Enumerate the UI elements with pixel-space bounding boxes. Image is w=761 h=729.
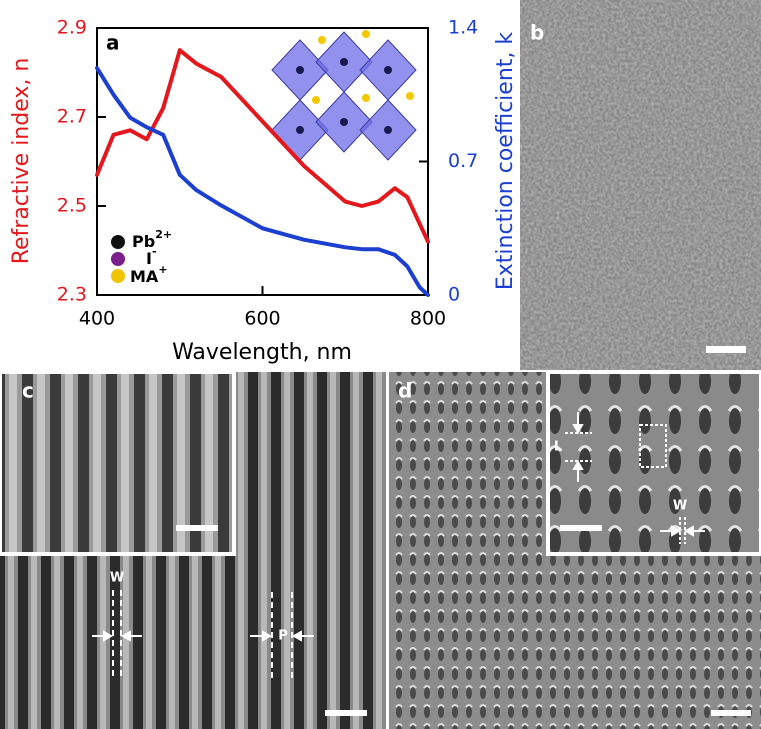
scale-bar [325,710,367,716]
panel-c: c W P [0,370,386,729]
legend-label: I [146,249,152,268]
sem-inset [0,370,236,556]
annotation: W [110,571,124,586]
annotation: L [554,440,562,455]
scale-bar [176,525,218,531]
legend-ball [111,269,125,283]
panel-label: b [530,21,544,45]
legend-label: MA [130,267,159,286]
panel-b: b [520,0,761,370]
y-tick-label: 2.5 [57,195,87,217]
legend-text: I- [146,245,157,268]
panel-label: c [22,379,34,403]
y-tick-label: 2.7 [57,106,87,128]
y2-axis-label: Extinction coefficient, k [493,32,518,290]
structure-legend: Pb2+ I- MA+ [111,228,172,286]
y2-tick-label: 0.7 [448,150,478,172]
scale-bar [706,346,746,353]
sem-inset [546,370,761,556]
y-axis-label: Refractive index, n [9,58,34,265]
panel-label: a [106,31,120,55]
data-line [95,66,430,297]
legend-ball [111,252,125,266]
annotation-marks [565,412,705,544]
panel-d: d L W [389,370,761,729]
x-tick-label: 400 [79,308,115,330]
annotation-marks [92,590,314,680]
legend-sup: - [152,245,157,258]
legend-ball [111,235,125,249]
panel-label: d [398,379,412,403]
legend-text: Pb2+ [132,228,172,251]
y-tick-label: 2.3 [57,284,87,306]
scale-bar [711,710,751,716]
scale-bar [560,525,602,531]
panel-a: a Pb2+ I- MA+ Wavelength, nm Refractive … [9,17,518,366]
data-line [95,48,430,244]
legend-label: Pb [132,232,155,251]
x-tick-label: 800 [410,308,446,330]
y-tick-label: 2.9 [57,17,87,39]
sem-texture [520,0,761,370]
annotation: W [673,499,687,514]
legend-sup: + [158,263,167,276]
x-axis-label: Wavelength, nm [172,340,352,365]
annotation: P [278,629,288,644]
y2-tick-label: 1.4 [448,17,478,39]
legend-sup: 2+ [155,228,172,241]
legend-text: MA+ [130,263,168,286]
y2-tick-label: 0 [448,284,460,306]
x-tick-label: 600 [244,308,280,330]
